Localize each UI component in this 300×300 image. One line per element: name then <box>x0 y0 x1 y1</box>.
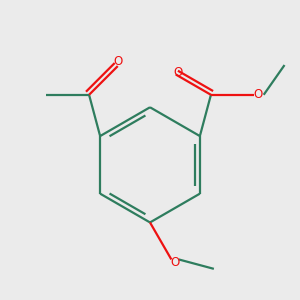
Text: O: O <box>113 55 122 68</box>
Text: O: O <box>170 256 180 269</box>
Text: O: O <box>254 88 263 101</box>
Text: O: O <box>173 66 182 79</box>
